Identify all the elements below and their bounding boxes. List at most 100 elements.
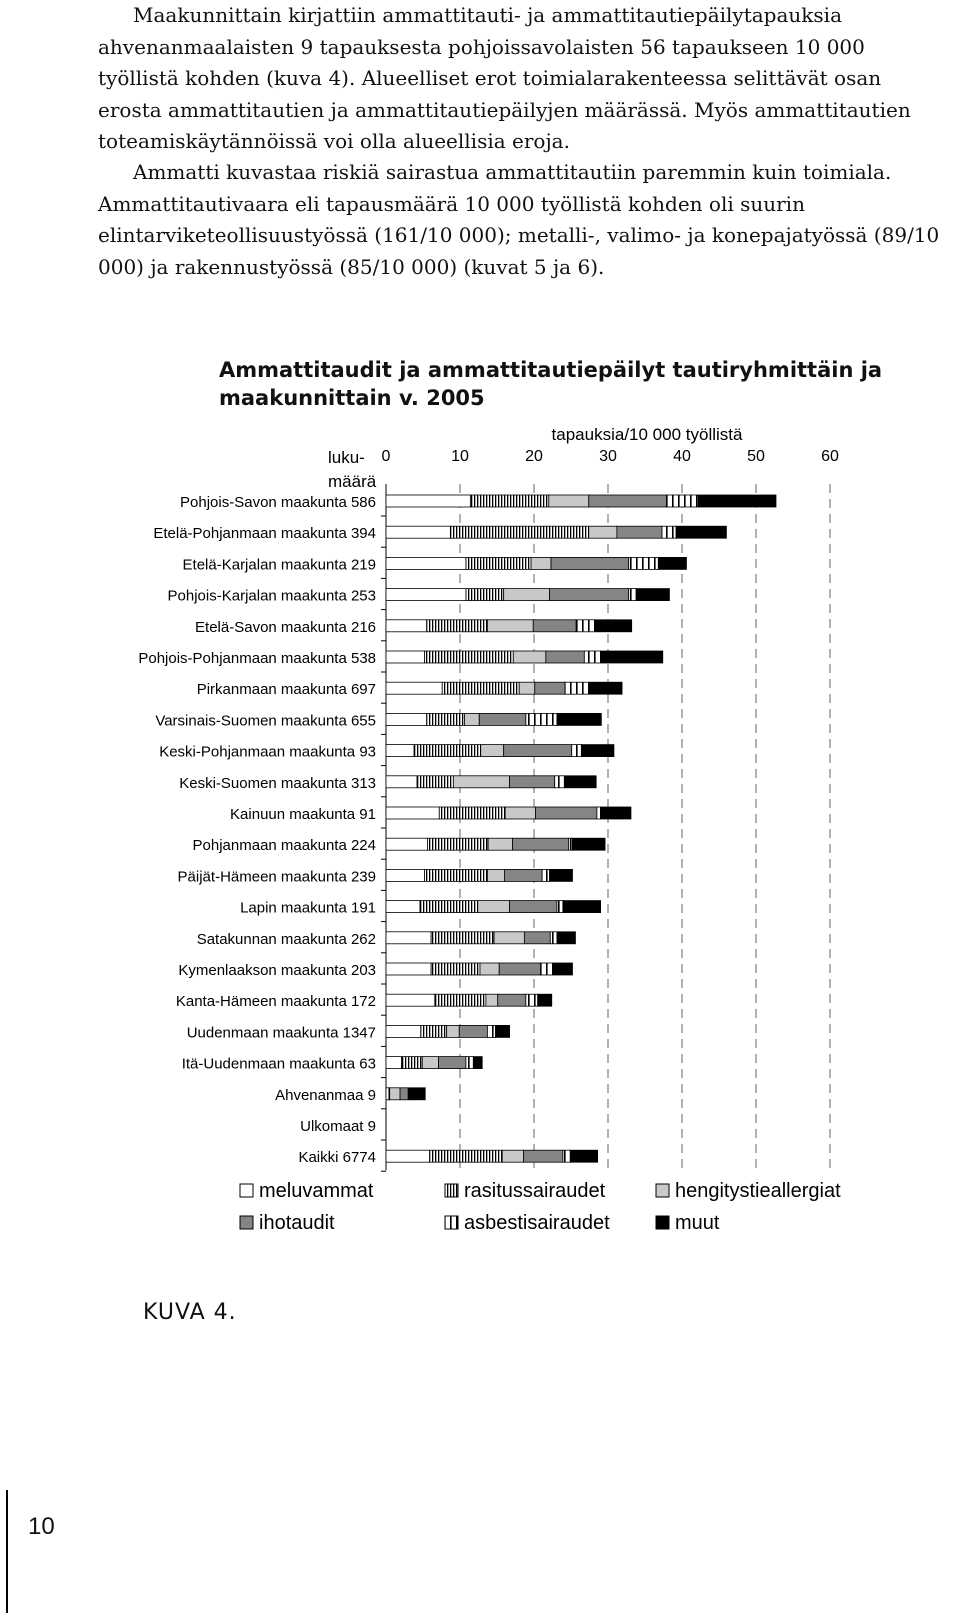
- bar-segment-ihotaudit: [497, 993, 527, 1007]
- bar-segment-meluvammat: [385, 681, 443, 695]
- bar-segment-meluvammat: [385, 806, 440, 820]
- bar-segment-ihotaudit: [523, 1149, 564, 1163]
- category-label: Etelä-Karjalan maakunta 219: [183, 556, 376, 573]
- category-label: Pohjois-Pohjanmaan maakunta 538: [138, 650, 376, 667]
- legend-swatch-rasitussairaudet: [444, 1183, 459, 1198]
- category-label: Itä-Uudenmaan maakunta 63: [182, 1056, 376, 1073]
- bar-segment-asbestisairaudet: [666, 494, 699, 508]
- bar-segment-rasitussairaudet: [469, 494, 550, 508]
- legend-label-rasitussairaudet: rasitussairaudet: [464, 1180, 606, 1202]
- bar-segment-muut: [537, 993, 553, 1007]
- bar-segment-rasitussairaudet: [465, 557, 532, 570]
- legend-label-asbestisairaudet: asbestisairaudet: [464, 1212, 610, 1234]
- bar-segment-muut: [600, 806, 632, 820]
- bar-segment-rasitussairaudet: [424, 869, 488, 882]
- legend-label-ihotaudit: ihotaudit: [259, 1212, 335, 1234]
- bar-segment-ihotaudit: [509, 900, 558, 913]
- bar-segment-muut: [697, 494, 777, 508]
- bar-segment-asbestisairaudet: [575, 619, 596, 633]
- category-label: Uudenmaan maakunta 1347: [187, 1024, 376, 1041]
- bar-segment-ihotaudit: [458, 1025, 488, 1038]
- bar-segment-hengitystieallergiat: [389, 1087, 401, 1101]
- category-label: Lapin maakunta 191: [240, 900, 376, 917]
- bar-segment-muut: [635, 588, 670, 601]
- paragraph-1: Maakunnittain kirjattiin ammattitauti- j…: [98, 3, 911, 153]
- category-label: Varsinais-Suomen maakunta 655: [155, 712, 376, 729]
- bar-segment-meluvammat: [385, 619, 428, 633]
- bar-segment-meluvammat: [385, 962, 432, 976]
- legend-swatch-hengitystieallergiat: [655, 1183, 670, 1198]
- category-label: Päijät-Hämeen maakunta 239: [178, 868, 376, 885]
- bar-segment-rasitussairaudet: [438, 806, 506, 820]
- bar-segment-meluvammat: [385, 744, 415, 757]
- bar-segment-muut: [407, 1087, 426, 1101]
- bar-segment-rasitussairaudet: [465, 588, 505, 601]
- bar-segment-muut: [472, 1056, 483, 1069]
- bar-segment-muut: [552, 962, 573, 976]
- category-label: Kymenlaakson maakunta 203: [178, 962, 376, 979]
- x-axis-label: tapauksia/10 000 työllistä: [552, 425, 743, 444]
- bar-segment-ihotaudit: [478, 713, 527, 726]
- bar-segment-meluvammat: [385, 869, 425, 882]
- bar-segment-meluvammat: [385, 775, 418, 789]
- bar-segment-hengitystieallergiat: [588, 525, 618, 539]
- bar-segment-asbestisairaudet: [549, 931, 558, 945]
- bar-segment-muut: [495, 1025, 510, 1038]
- bar-segment-asbestisairaudet: [525, 713, 558, 726]
- bar-segment-hengitystieallergiat: [477, 900, 510, 913]
- bar-segment-asbestisairaudet: [568, 837, 573, 851]
- category-label: Satakunnan maakunta 262: [197, 931, 376, 948]
- bar-segment-ihotaudit: [535, 806, 598, 820]
- bar-segment-rasitussairaudet: [426, 619, 488, 633]
- bar-segment-hengitystieallergiat: [464, 713, 480, 726]
- bar-segment-hengitystieallergiat: [452, 775, 510, 789]
- bar-segment-ihotaudit: [616, 525, 663, 539]
- bar-segment-asbestisairaudet: [465, 1056, 474, 1069]
- bar-segment-muut: [675, 525, 727, 539]
- category-label: Pohjois-Karjalan maakunta 253: [168, 588, 376, 605]
- bar-segment-asbestisairaudet: [525, 993, 539, 1007]
- bar-segment-ihotaudit: [438, 1056, 467, 1069]
- bar-segment-rasitussairaudet: [420, 1025, 448, 1038]
- bar-segment-asbestisairaudet: [554, 775, 565, 789]
- bar-segment-meluvammat: [385, 993, 436, 1007]
- bar-segment-rasitussairaudet: [429, 1149, 503, 1163]
- bar-segment-muut: [556, 931, 576, 945]
- x-tick-label-20: 20: [525, 448, 543, 465]
- category-label: Ahvenanmaa 9: [275, 1087, 376, 1104]
- x-tick-label-40: 40: [673, 448, 691, 465]
- bar-segment-asbestisairaudet: [540, 962, 553, 976]
- legend-label-hengitystieallergiat: hengitystieallergiat: [675, 1180, 841, 1202]
- bar-segment-muut: [563, 775, 597, 789]
- category-label: Keski-Pohjanmaan maakunta 93: [159, 744, 376, 761]
- bar-segment-meluvammat: [385, 588, 467, 601]
- bar-segment-asbestisairaudet: [541, 869, 550, 882]
- bar-segment-rasitussairaudet: [413, 744, 482, 757]
- legend-label-muut: muut: [675, 1212, 720, 1234]
- bar-segment-meluvammat: [385, 1149, 431, 1163]
- x-tick-label-50: 50: [747, 448, 765, 465]
- bar-segment-meluvammat: [385, 931, 432, 945]
- bar-segment-muut: [549, 869, 573, 882]
- bar-segment-hengitystieallergiat: [493, 931, 525, 945]
- bar-segment-ihotaudit: [545, 650, 585, 664]
- bar-segment-meluvammat: [385, 837, 428, 851]
- bar-segment-asbestisairaudet: [564, 681, 590, 695]
- bar-segment-asbestisairaudet: [583, 650, 602, 664]
- category-label: Pirkanmaan maakunta 697: [197, 681, 376, 698]
- bar-segment-muut: [580, 744, 615, 757]
- bar-segment-meluvammat: [385, 557, 467, 570]
- bar-segment-meluvammat: [385, 713, 428, 726]
- bar-segment-ihotaudit: [550, 557, 630, 570]
- category-label: Ulkomaat 9: [300, 1118, 376, 1135]
- page-number: 10: [28, 1513, 55, 1540]
- chart-title: Ammattitaudit ja ammattitautiepäilyt tau…: [219, 358, 883, 410]
- bar-segment-rasitussairaudet: [430, 931, 495, 945]
- bar-segment-meluvammat: [385, 900, 421, 913]
- bar-segment-muut: [562, 900, 601, 913]
- bar-segment-muut: [569, 1149, 599, 1163]
- x-tick-label-60: 60: [821, 448, 839, 465]
- bar-segment-hengitystieallergiat: [486, 619, 534, 633]
- legend-swatch-meluvammat: [239, 1183, 254, 1198]
- category-label: Kainuun maakunta 91: [230, 806, 376, 823]
